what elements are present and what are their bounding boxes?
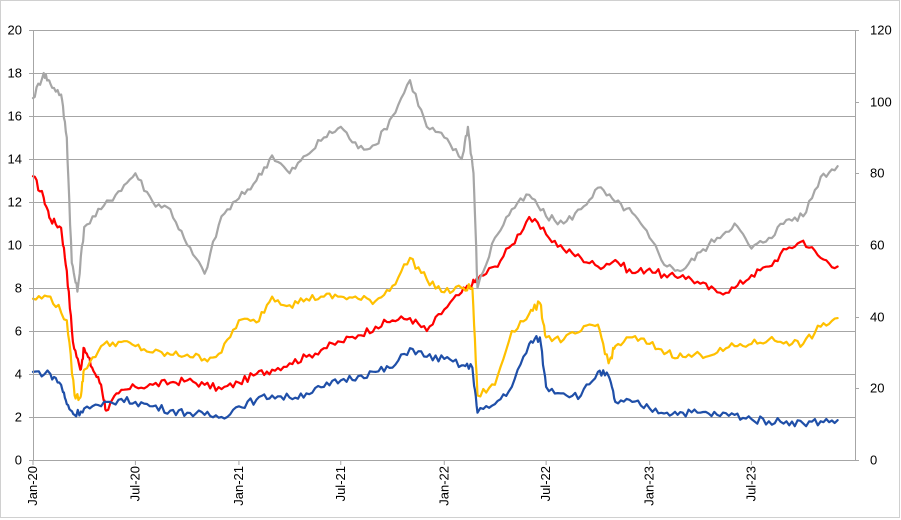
- x-tick-label: Jan-21: [231, 466, 246, 506]
- y-right-tick-label: 120: [870, 23, 892, 38]
- series-line-3: [31, 256, 839, 402]
- y-left-tick-labels: 0 2 4 6 8 10 12 14 16 18 20: [8, 23, 22, 468]
- x-tick-label: Jan-22: [436, 466, 451, 506]
- y-left-tick-label: 0: [15, 453, 22, 468]
- x-tick-label: Jan-20: [25, 466, 40, 506]
- series-line-4: [31, 335, 839, 428]
- x-tick-label: Jan-23: [642, 466, 657, 506]
- y-left-tick-label: 12: [8, 195, 22, 210]
- y-left-tick-label: 6: [15, 324, 22, 339]
- y-left-tick-label: 8: [15, 281, 22, 296]
- series-line-2: [31, 71, 839, 293]
- y-right-tick-label: 80: [870, 166, 884, 181]
- x-tick-labels: Jan-20 Jul-20 Jan-21 Jul-21 Jan-22 Jul-22 Jan-…: [25, 466, 758, 506]
- axes: [29, 30, 859, 465]
- y-right-tick-label: 40: [870, 310, 884, 325]
- series-line-1: [31, 175, 839, 412]
- y-right-tick-labels: 0 20 40 60 80 100 120: [870, 23, 892, 468]
- y-left-tick-label: 14: [8, 152, 22, 167]
- y-left-tick-label: 10: [8, 238, 22, 253]
- y-right-tick-label: 60: [870, 238, 884, 253]
- x-tick-label: Jul-21: [333, 466, 348, 501]
- series-group: [31, 71, 839, 428]
- x-tick-label: Jul-22: [538, 466, 553, 501]
- gridlines: [33, 30, 855, 461]
- y-left-tick-label: 2: [15, 410, 22, 425]
- y-left-tick-label: 18: [8, 66, 22, 81]
- x-tick-label: Jul-20: [127, 466, 142, 501]
- y-left-tick-label: 4: [15, 367, 22, 382]
- y-left-tick-label: 16: [8, 109, 22, 124]
- y-left-tick-label: 20: [8, 23, 22, 38]
- y-right-tick-label: 20: [870, 381, 884, 396]
- y-right-tick-label: 100: [870, 95, 892, 110]
- y-right-tick-label: 0: [870, 453, 877, 468]
- x-tick-label: Jul-23: [743, 466, 758, 501]
